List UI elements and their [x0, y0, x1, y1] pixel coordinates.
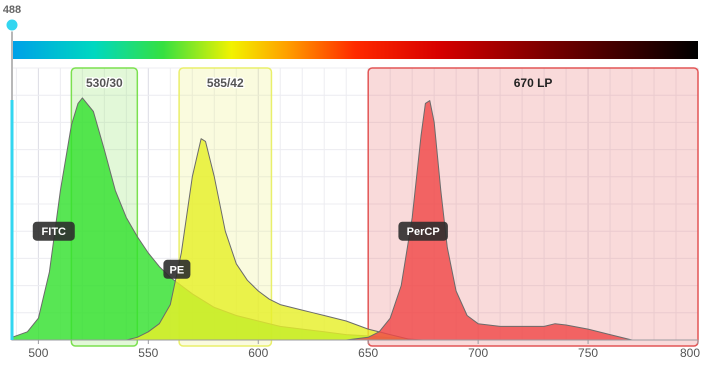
wavelength-spectrum-bar	[12, 41, 698, 59]
x-tick-label: 550	[138, 346, 158, 360]
filter-label: 670 LP	[514, 76, 553, 90]
series-label-badge	[163, 259, 191, 279]
series-label-fitc[interactable]: FITC	[32, 221, 75, 241]
filter-label: 585/42	[207, 76, 244, 90]
laser-wavelength-label: 488	[3, 4, 21, 16]
series-label-pe[interactable]: PE	[163, 259, 191, 279]
x-tick-label: 700	[468, 346, 488, 360]
series-label-percp[interactable]: PerCP	[398, 221, 448, 241]
series-percp-curve	[345, 100, 633, 341]
x-tick-label: 500	[28, 346, 48, 360]
series-label-text: PerCP	[407, 226, 440, 238]
x-tick-label: 650	[358, 346, 378, 360]
filter-label: 530/30	[86, 76, 123, 90]
x-tick-label: 800	[680, 346, 700, 360]
x-tick-label: 750	[578, 346, 598, 360]
x-tick-label: 600	[248, 346, 268, 360]
series-label-badge	[32, 221, 75, 241]
series-pe-curve	[125, 138, 413, 341]
series-label-badge	[398, 221, 448, 241]
series-label-text: PE	[170, 264, 185, 276]
series-label-text: FITC	[42, 226, 66, 238]
laser-handle[interactable]	[5, 18, 19, 32]
